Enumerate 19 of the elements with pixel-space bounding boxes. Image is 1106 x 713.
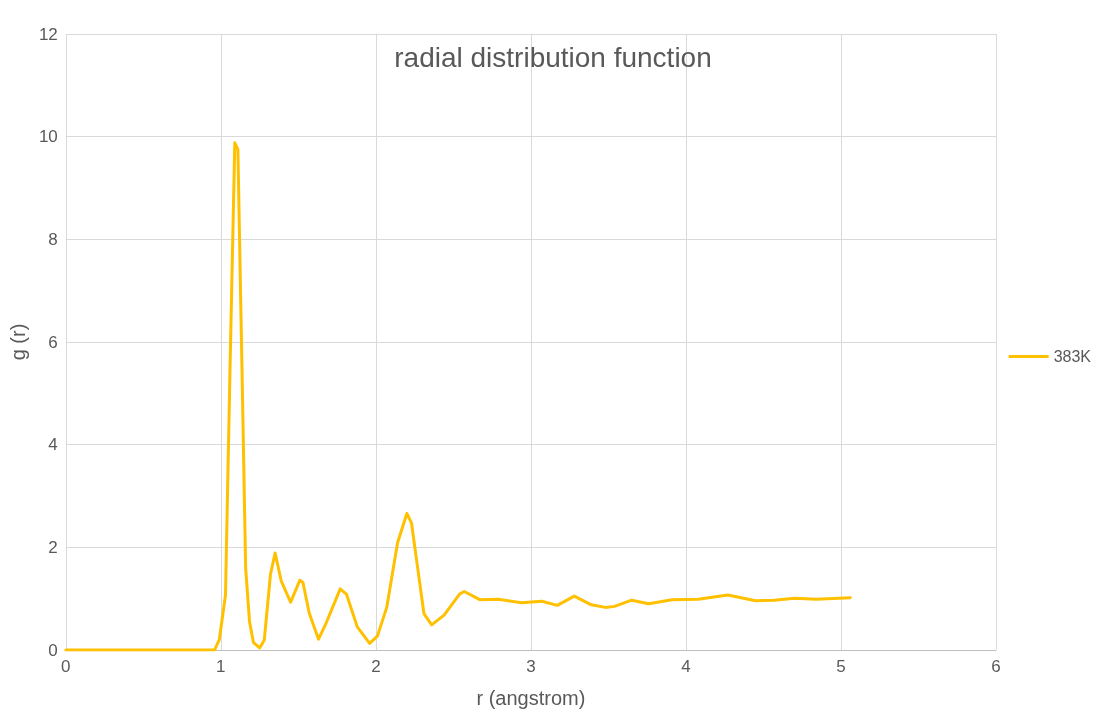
x-tick-label: 5 — [836, 657, 846, 676]
y-tick-label: 0 — [48, 640, 58, 660]
x-tick-label: 0 — [61, 657, 71, 676]
x-tick-label: 1 — [216, 657, 226, 676]
line-series — [64, 141, 852, 652]
x-tick-label: 6 — [991, 657, 1001, 676]
x-tick-label: 4 — [681, 657, 691, 676]
x-tick-label: 3 — [526, 657, 536, 676]
chart-title: radial distribution function — [394, 41, 712, 73]
y-tick-label: 2 — [48, 537, 58, 557]
x-tick-label: 2 — [371, 657, 381, 676]
y-tick-label: 6 — [48, 332, 58, 352]
y-axis-title: g (r) — [7, 323, 29, 361]
y-tick-label: 12 — [38, 24, 58, 44]
x-axis-title: r (angstrom) — [476, 687, 586, 709]
y-tick-label: 4 — [48, 435, 58, 455]
y-tick-label: 10 — [38, 127, 58, 147]
legend-label: 383K — [1053, 348, 1092, 365]
y-tick-label: 8 — [48, 229, 58, 249]
